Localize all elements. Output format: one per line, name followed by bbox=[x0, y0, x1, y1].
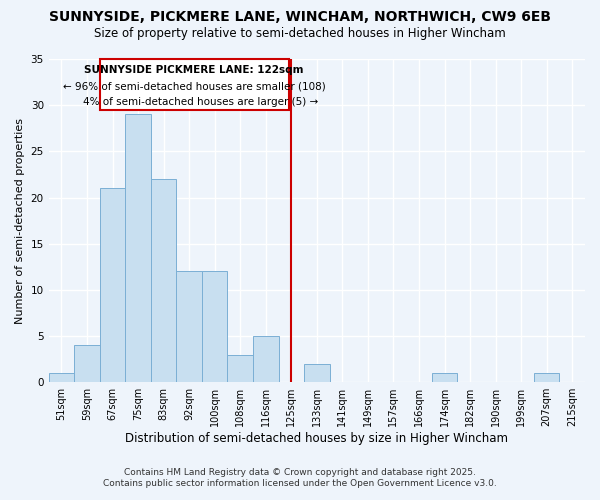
Bar bbox=[227, 354, 253, 382]
Bar bbox=[125, 114, 151, 382]
Text: SUNNYSIDE, PICKMERE LANE, WINCHAM, NORTHWICH, CW9 6EB: SUNNYSIDE, PICKMERE LANE, WINCHAM, NORTH… bbox=[49, 10, 551, 24]
Text: ← 96% of semi-detached houses are smaller (108): ← 96% of semi-detached houses are smalle… bbox=[63, 82, 326, 92]
Bar bbox=[534, 373, 559, 382]
Bar bbox=[304, 364, 329, 382]
Text: Contains HM Land Registry data © Crown copyright and database right 2025.
Contai: Contains HM Land Registry data © Crown c… bbox=[103, 468, 497, 487]
Y-axis label: Number of semi-detached properties: Number of semi-detached properties bbox=[15, 118, 25, 324]
Bar bbox=[432, 373, 457, 382]
Text: 4% of semi-detached houses are larger (5) →: 4% of semi-detached houses are larger (5… bbox=[70, 98, 319, 108]
FancyBboxPatch shape bbox=[100, 59, 289, 110]
Bar bbox=[100, 188, 125, 382]
X-axis label: Distribution of semi-detached houses by size in Higher Wincham: Distribution of semi-detached houses by … bbox=[125, 432, 508, 445]
Bar bbox=[49, 373, 74, 382]
Text: Size of property relative to semi-detached houses in Higher Wincham: Size of property relative to semi-detach… bbox=[94, 28, 506, 40]
Bar bbox=[176, 272, 202, 382]
Bar bbox=[74, 346, 100, 382]
Bar bbox=[253, 336, 278, 382]
Bar bbox=[202, 272, 227, 382]
Bar bbox=[151, 179, 176, 382]
Text: SUNNYSIDE PICKMERE LANE: 122sqm: SUNNYSIDE PICKMERE LANE: 122sqm bbox=[85, 66, 304, 76]
